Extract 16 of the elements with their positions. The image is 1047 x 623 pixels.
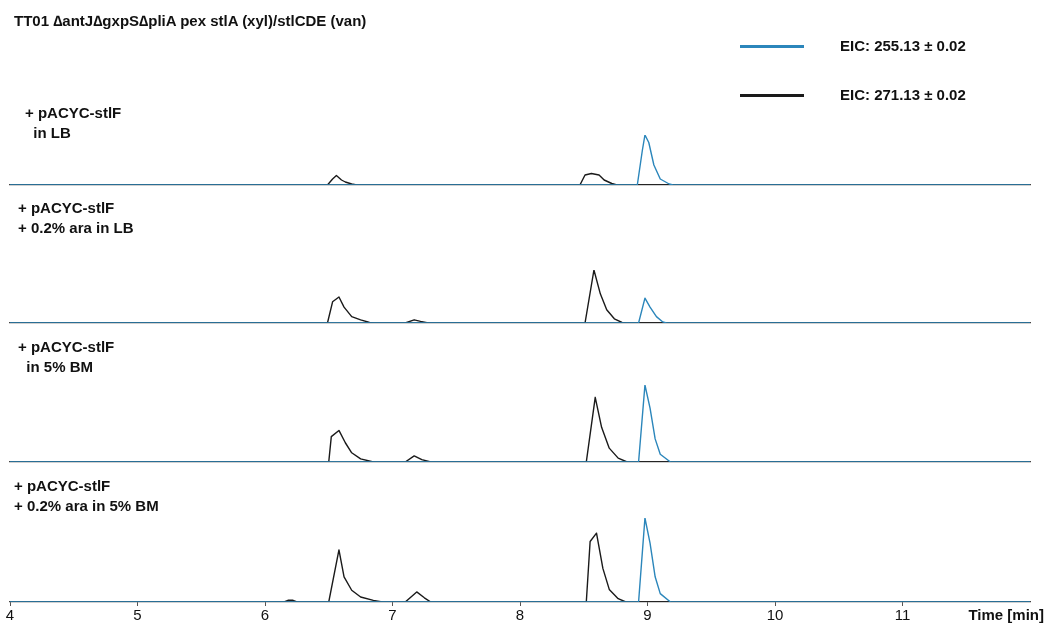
chart-subtitle: + pACYC-stlF in 5% BM [18, 337, 115, 377]
legend-label: EIC: 255.13 ± 0.02 [840, 37, 966, 54]
chart-subtitle: + pACYC-stlF in LB [25, 103, 122, 143]
x-axis-title: Time [min] [968, 605, 1044, 623]
chart-subtitle: + pACYC-stlF + 0.2% ara in LB [18, 198, 134, 238]
chart-title: TT01 ∆antJ∆gxpS∆pliA pex stlA (xyl)/stlCDE (van) [14, 12, 367, 29]
x-tick-label: 10 [766, 606, 784, 623]
x-tick-label: 7 [388, 606, 397, 623]
chart-subtitle: + pACYC-stlF + 0.2% ara in 5% BM [14, 476, 159, 516]
x-tick-label: 6 [260, 606, 270, 623]
x-tick-label: 9 [643, 606, 652, 623]
x-tick-label: 4 [5, 606, 15, 623]
x-tick-label: 5 [133, 606, 142, 623]
x-tick-label: 11 [894, 606, 911, 623]
legend-label: EIC: 271.13 ± 0.02 [840, 86, 966, 103]
x-tick-label: 8 [515, 606, 525, 623]
